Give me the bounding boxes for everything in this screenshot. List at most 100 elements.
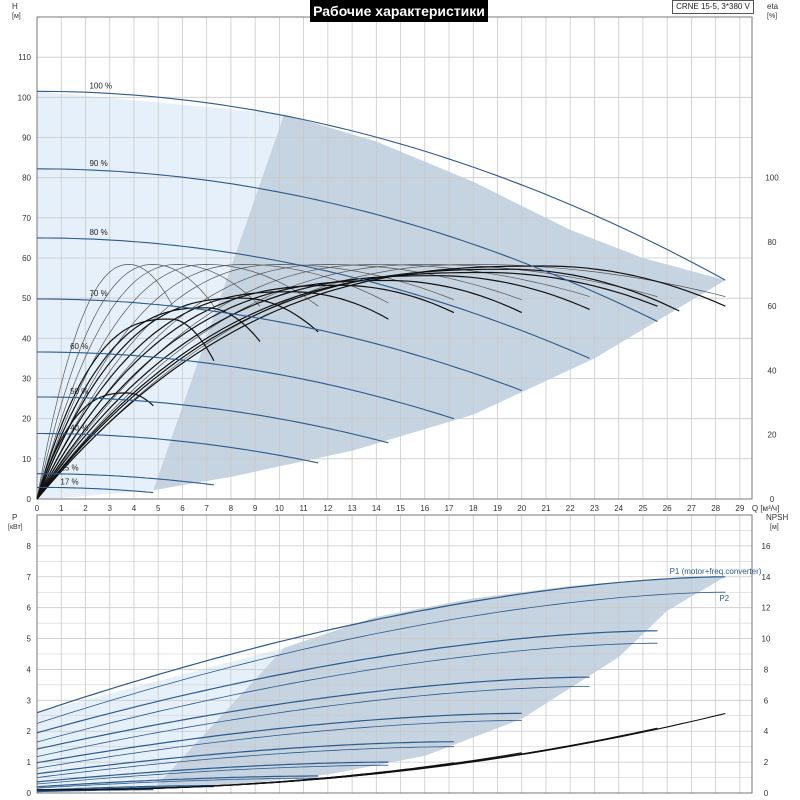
- p-tick-label: 1: [27, 758, 32, 767]
- y-right-tick-label: 100: [765, 174, 779, 183]
- y-left-tick-label: 40: [22, 334, 31, 343]
- p2-series-label: P2: [719, 594, 729, 603]
- speed-label: 100 %: [89, 81, 112, 90]
- eta-curve: [36, 265, 726, 500]
- p2-curve: [36, 686, 590, 757]
- eta-curve-thin: [36, 264, 522, 500]
- y-right-tick-label: 40: [768, 366, 777, 375]
- x-tick-label: 10: [275, 504, 284, 513]
- p2-curve: [36, 720, 522, 769]
- p2-curve: [36, 746, 454, 778]
- operating-area-light: [37, 91, 285, 500]
- p1-curve: [36, 741, 454, 775]
- p2-curve: [36, 591, 726, 724]
- npsh-tick-label: 6: [764, 696, 769, 705]
- npsh-tick-label: 8: [764, 665, 769, 674]
- p-tick-label: 8: [27, 542, 32, 551]
- npsh-tick-label: 14: [762, 573, 771, 582]
- y-left-axis-label: H: [12, 2, 18, 11]
- head-curve: [37, 351, 455, 420]
- eta-curve-thin: [36, 264, 726, 500]
- power-area-light: [37, 647, 285, 793]
- eta-curve: [36, 271, 658, 500]
- y-right-tick-label: 60: [768, 302, 777, 311]
- npsh-axis-label: NPSH: [766, 513, 788, 522]
- y-right-axis-unit: [%]: [767, 13, 777, 20]
- head-curve: [36, 168, 658, 322]
- x-tick-label: 25: [638, 504, 647, 513]
- eta-curve: [36, 291, 389, 500]
- p1-series-label: P1 (motor+freq.converter): [670, 567, 762, 576]
- p-tick-label: 5: [27, 635, 32, 644]
- x-tick-label: 6: [180, 504, 185, 513]
- chart-title: Рабочие характеристики: [310, 0, 488, 22]
- speed-label: 25 %: [60, 464, 78, 473]
- speed-label: 50 %: [70, 387, 88, 396]
- p1-curve: [36, 775, 319, 788]
- eta-curve: [36, 284, 455, 500]
- y-right-tick-label: 0: [770, 495, 775, 504]
- y-right-tick-label: 20: [768, 431, 777, 440]
- y-left-tick-label: 100: [18, 93, 32, 102]
- x-tick-label: 24: [614, 504, 623, 513]
- eta-curve-thin: [36, 264, 590, 500]
- x-tick-label: 23: [590, 504, 599, 513]
- x-tick-label: 16: [420, 504, 429, 513]
- eta-curve-thin: [36, 264, 261, 500]
- x-tick-label: 20: [517, 504, 526, 513]
- x-tick-label: 15: [396, 504, 405, 513]
- eta-curve-thin: [36, 264, 215, 500]
- speed-label: 60 %: [70, 342, 88, 351]
- p-tick-label: 3: [27, 696, 32, 705]
- x-tick-label: 29: [735, 504, 744, 513]
- x-axis-label: Q [м³/ч]: [752, 504, 779, 513]
- y-left-tick-label: 50: [22, 294, 31, 303]
- head-curve: [36, 90, 726, 281]
- p-tick-label: 6: [27, 604, 32, 613]
- y-left-tick-label: 10: [22, 455, 31, 464]
- p-axis-unit: [кВт]: [8, 524, 23, 531]
- y-left-tick-label: 90: [22, 134, 31, 143]
- npsh-curve: [37, 770, 389, 791]
- x-tick-label: 22: [566, 504, 575, 513]
- x-tick-label: 8: [229, 504, 234, 513]
- head-curve: [36, 237, 590, 359]
- eta-curve: [36, 307, 261, 500]
- npsh-tick-label: 16: [762, 542, 771, 551]
- speed-label: 70 %: [89, 289, 107, 298]
- p-tick-label: 4: [27, 665, 32, 674]
- p1-curve: [36, 785, 214, 791]
- p1-curve: [36, 761, 389, 783]
- eta-curve: [36, 279, 522, 500]
- x-tick-label: 1: [59, 504, 64, 513]
- x-tick-label: 17: [445, 504, 454, 513]
- p-tick-label: 0: [27, 789, 32, 798]
- head-curve: [37, 432, 319, 464]
- npsh-axis-unit: [м]: [770, 524, 779, 531]
- y-left-tick-label: 30: [22, 375, 31, 384]
- p1-curve: [36, 712, 522, 764]
- eta-curve-thin: [36, 264, 174, 500]
- p1-curve: [36, 576, 726, 714]
- speed-label: 17 %: [60, 477, 78, 486]
- plot-frame-bottom: [36, 514, 753, 794]
- npsh-tick-label: 4: [764, 727, 769, 736]
- p1-curve: [36, 630, 658, 734]
- p2-curve: [36, 642, 658, 743]
- p2-curve: [36, 777, 319, 789]
- power-area-dark: [73, 576, 726, 792]
- eta-curve-thin: [36, 264, 389, 500]
- y-right-tick-label: 80: [768, 238, 777, 247]
- head-curve: [37, 298, 522, 392]
- p-tick-label: 7: [27, 573, 32, 582]
- speed-label: 90 %: [89, 159, 107, 168]
- x-tick-label: 0: [35, 504, 40, 513]
- operating-area-dark: [73, 114, 726, 497]
- y-left-tick-label: 60: [22, 254, 31, 263]
- x-tick-label: 2: [83, 504, 88, 513]
- x-tick-label: 26: [663, 504, 672, 513]
- npsh-tick-label: 12: [762, 604, 771, 613]
- npsh-tick-label: 10: [762, 635, 771, 644]
- x-tick-label: 27: [687, 504, 696, 513]
